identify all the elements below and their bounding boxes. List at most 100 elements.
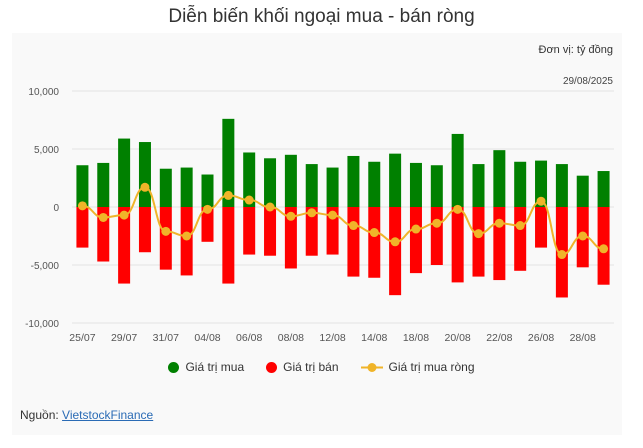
sell-bar <box>264 207 277 256</box>
buy-bar <box>514 161 527 207</box>
sell-bar <box>118 207 131 284</box>
sell-bar <box>535 207 548 248</box>
x-tick-label: 29/07 <box>111 332 137 344</box>
legend-marker-net <box>360 362 383 372</box>
sell-bar <box>76 207 89 248</box>
net-point <box>203 204 212 214</box>
buy-bar <box>493 150 506 207</box>
net-point <box>536 196 546 206</box>
sell-bar <box>284 207 297 269</box>
legend-marker-sell <box>266 361 278 373</box>
net-point <box>494 218 504 228</box>
source-label: Nguồn: <box>20 408 59 422</box>
buy-bar <box>76 165 89 207</box>
source-note: Nguồn: VietstockFinance <box>20 408 153 422</box>
net-point <box>411 224 421 234</box>
net-point <box>369 228 379 238</box>
sell-bar <box>368 207 381 278</box>
net-point <box>77 201 87 211</box>
buy-bar <box>347 155 360 207</box>
sell-bar <box>180 207 193 276</box>
sell-bar <box>451 207 464 283</box>
net-point <box>578 231 588 241</box>
buy-bar <box>451 133 464 207</box>
y-tick-label: -10,000 <box>25 319 59 330</box>
net-point <box>432 218 442 228</box>
x-tick-label: 22/08 <box>486 332 512 344</box>
net-point <box>557 250 567 260</box>
buy-bar <box>118 138 131 207</box>
buy-bar <box>597 171 610 207</box>
sell-bar <box>305 207 318 256</box>
net-point <box>223 190 233 200</box>
net-point <box>515 221 525 231</box>
sell-bar <box>514 207 527 271</box>
legend-label: Giá trị mua ròng <box>388 360 475 374</box>
buy-bar <box>243 152 256 207</box>
buy-bar <box>430 165 443 207</box>
sell-bar <box>472 207 485 277</box>
y-tick-label: -5,000 <box>31 261 60 272</box>
x-tick-label: 28/08 <box>570 332 596 344</box>
legend-label: Giá trị mua <box>185 360 245 374</box>
buy-bar <box>409 162 422 207</box>
x-tick-label: 18/08 <box>403 332 429 344</box>
buy-bar <box>97 162 110 207</box>
x-tick-label: 14/08 <box>361 332 387 344</box>
net-point <box>328 210 338 220</box>
legend: Giá trị mua Giá trị bán Giá trị mua ròng <box>0 360 643 374</box>
buy-bar <box>159 168 172 207</box>
buy-bar <box>180 167 193 207</box>
buy-bar <box>222 118 235 207</box>
x-tick-label: 08/08 <box>278 332 304 344</box>
buy-bar <box>368 161 381 207</box>
net-point <box>599 244 609 254</box>
date-label: 29/08/2025 <box>562 76 613 87</box>
net-point <box>348 221 358 231</box>
sell-bar <box>326 207 339 255</box>
x-tick-label: 06/08 <box>236 332 262 344</box>
buy-bar <box>264 158 277 207</box>
x-tick-label: 20/08 <box>445 332 471 344</box>
x-tick-label: 25/07 <box>69 332 95 344</box>
sell-bar <box>243 207 256 255</box>
sell-bar <box>389 207 402 296</box>
chart-title: Diễn biến khối ngoại mua - bán ròng <box>168 6 475 27</box>
x-tick-label: 26/08 <box>528 332 554 344</box>
net-point <box>265 202 275 212</box>
sell-bar <box>201 207 214 242</box>
sell-bar <box>347 207 360 277</box>
net-point <box>182 231 192 241</box>
source-link[interactable]: VietstockFinance <box>62 408 154 422</box>
sell-bar <box>409 207 422 274</box>
buy-bar <box>138 142 151 207</box>
net-point <box>453 204 463 214</box>
net-point <box>161 226 171 236</box>
legend-marker-buy <box>168 361 180 373</box>
buy-bar <box>389 153 402 207</box>
sell-bar <box>222 207 235 284</box>
net-point <box>474 229 483 239</box>
buy-bar <box>305 164 318 207</box>
net-point <box>119 210 129 220</box>
buy-bar <box>472 164 485 207</box>
x-tick-label: 12/08 <box>319 332 345 344</box>
net-point <box>244 195 254 205</box>
net-point <box>286 211 296 221</box>
y-tick-label: 0 <box>53 203 59 214</box>
legend-item-net[interactable]: Giá trị mua ròng <box>360 360 475 374</box>
buy-bar <box>555 164 568 207</box>
net-point <box>140 182 150 192</box>
buy-bar <box>576 175 589 207</box>
legend-label: Giá trị bán <box>283 360 339 374</box>
net-point <box>390 237 400 247</box>
x-tick-label: 04/08 <box>194 332 220 344</box>
y-tick-label: 5,000 <box>34 145 59 156</box>
net-point <box>307 208 317 218</box>
legend-item-sell[interactable]: Giá trị bán <box>266 360 339 374</box>
buy-bar <box>201 174 214 207</box>
legend-item-buy[interactable]: Giá trị mua <box>168 360 244 374</box>
buy-bar <box>284 154 297 207</box>
net-point <box>98 212 108 222</box>
